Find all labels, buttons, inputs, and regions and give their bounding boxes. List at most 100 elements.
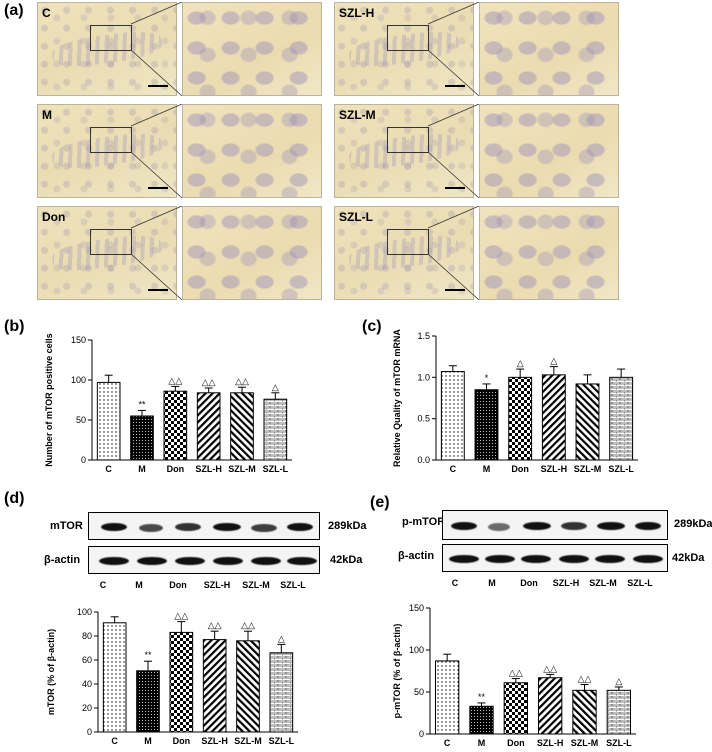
significance-mark: △△ [168,375,182,385]
bar [236,640,260,733]
y-axis-label: p-mTOR (% of β-actin) [392,624,402,719]
bar [230,392,254,461]
bar [609,376,634,461]
x-tick-label: C [111,736,118,746]
panel-label-b: (b) [4,318,25,335]
blot-d-lane: Don [169,580,187,590]
blot-d-target-strip [88,512,320,540]
blot-e-lane: C [451,578,459,588]
blot-d-lane: C [99,580,107,590]
y-tick-label: 50 [414,687,424,697]
blot-d-target-kda: 289kDa [328,520,367,532]
x-tick-label: SZL-L [269,736,295,746]
significance-mark: △△ [241,620,255,630]
y-axis-label: Number of mTOR positive cells [44,333,54,466]
scale-bar [148,187,168,189]
micrograph-zoom [479,206,619,300]
bar [440,371,465,461]
bar [606,689,632,735]
bar [202,639,227,733]
y-tick-label: 0.0 [417,455,430,465]
roi-box [90,229,132,255]
zoom-connector [130,2,183,97]
micrograph-overview: SZL-L [334,206,474,300]
y-tick-label: 1.0 [417,372,430,382]
x-tick-label: SZL-H [541,464,568,474]
blot-e-target-kda: 289kDa [674,518,712,530]
bar [169,631,194,733]
significance-mark: ** [144,650,152,660]
micrograph-zoom [479,2,619,96]
x-tick-label: M [144,736,152,746]
bar [508,376,533,461]
y-tick-label: 50 [76,415,86,425]
significance-mark: △△ [235,376,249,386]
x-tick-label: M [483,464,491,474]
y-tick-label: 0 [81,455,86,465]
blot-e-lane: SZL-H [552,578,580,588]
bar [575,383,600,461]
blot-d-lane: SZL-H [203,580,231,590]
bar [130,415,154,461]
x-tick-label: C [450,464,457,474]
micrograph-overview: Don [37,206,177,300]
y-tick-label: 100 [409,645,424,655]
blot-e-loading-label: β-actin [398,550,435,562]
scale-bar [445,187,465,189]
y-tick-label: 100 [77,607,92,617]
y-tick-label: 0 [87,727,92,737]
micrograph-zoom [182,104,322,198]
x-tick-label: SZL-L [263,464,289,474]
roi-box [90,127,132,153]
y-tick-label: 0.5 [417,414,430,424]
x-tick-label: C [444,738,451,748]
micrograph-label: Don [42,210,66,224]
x-tick-label: Don [511,464,529,474]
x-tick-label: Don [167,464,185,474]
significance-mark: △△ [543,663,557,673]
chart-c: 0.0 0.5 1.0 1.5 Relative Quality of mTOR mRN… [392,329,638,474]
bar [572,689,597,735]
micrograph-overview: SZL-H [334,2,474,96]
significance-mark: ** [478,692,486,702]
blot-d-loading-label: β-actin [44,554,81,566]
panel-label-c: (c) [362,318,382,335]
scale-bar [445,85,465,87]
y-tick-label: 80 [82,631,92,641]
blot-d-loading-kda: 42kDa [330,554,363,566]
micrograph-label: SZL-L [339,210,373,224]
chart-e: 0 50 100 150 p-mTOR (% of β-actin) C ** M △△ Don △… [392,603,636,748]
bar [136,670,160,733]
zoom-connector [427,2,480,97]
significance-mark: △△ [208,620,222,630]
blot-d-lane: SZL-L [280,580,306,590]
blot-e-loading-kda: 42kDa [672,552,705,564]
scale-bar [148,289,168,291]
panel-label-d: (d) [4,490,25,507]
blot-e-loading-strip [442,544,668,572]
zoom-connector [427,206,480,301]
micrograph-overview: SZL-M [334,104,474,198]
panel-label-a: (a) [4,2,24,19]
blot-e-lane: SZL-L [627,578,653,588]
panel-label-e: (e) [370,494,390,511]
bar [469,705,494,735]
zoom-connector [130,104,183,199]
micrograph-zoom [182,2,322,96]
significance-mark: △△ [202,377,216,387]
roi-box [90,25,132,51]
x-tick-label: SZL-H [195,464,222,474]
zoom-connector [427,104,480,199]
blot-e-target-strip [442,510,668,540]
x-tick-label: SZL-M [234,736,262,746]
x-tick-label: M [138,464,146,474]
blot-e-target-label: p-mTOR [402,516,446,528]
y-axis-label: mTOR (% of β-actin) [46,629,56,715]
significance-mark: △ [517,358,524,368]
scale-bar [445,289,465,291]
x-tick-label: SZL-M [228,464,256,474]
significance-mark: ** [138,399,146,409]
y-tick-label: 150 [409,603,424,613]
x-tick-label: SZL-L [606,738,632,748]
